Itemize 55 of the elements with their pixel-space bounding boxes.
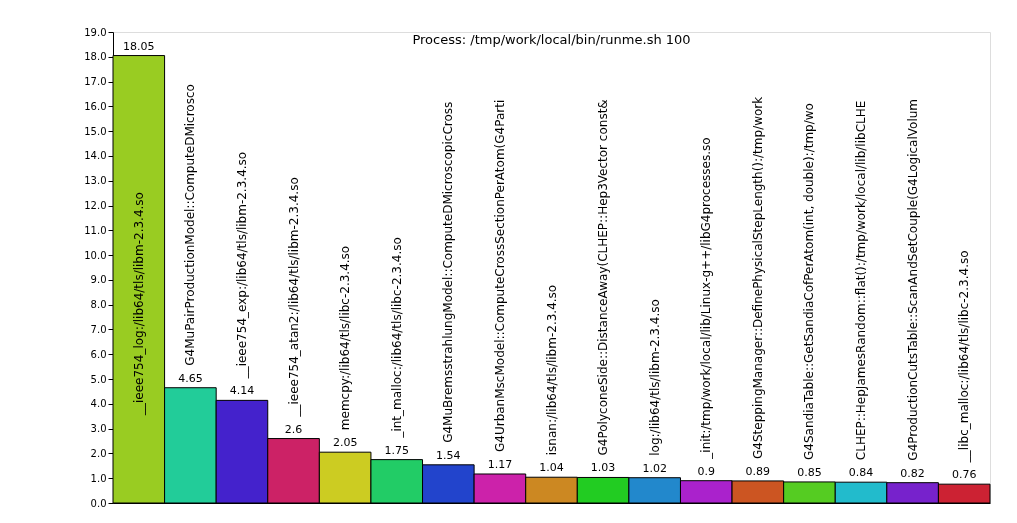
y-tick-label: 14.0 xyxy=(84,150,107,162)
x-tick-label: G4SandiaTable::GetSandiaCofPerAtom(int, double):/tmp/wo xyxy=(802,103,817,460)
y-tick-label: 10.0 xyxy=(84,249,107,261)
data-label: 1.03 xyxy=(590,461,616,475)
y-tick-label: 8.0 xyxy=(90,299,107,311)
x-tick-label: G4SteppingManager::DefinePhysicalStepLength():/tmp/work xyxy=(750,96,765,459)
x-tick-label: _int_malloc:/lib64/tls/libc-2.3.4.so xyxy=(389,237,404,439)
x-tick-label: isnan:/lib64/tls/libm-2.3.4.so xyxy=(544,284,559,456)
y-tick-label: 5.0 xyxy=(90,373,107,385)
y-tick-label: 16.0 xyxy=(84,100,107,112)
y-tick-label: 15.0 xyxy=(84,125,107,137)
x-tick-label: __ieee754_log:/lib64/tls/libm-2.3.4.so xyxy=(131,192,146,416)
data-label: 2.05 xyxy=(332,436,358,450)
data-label: 18.05 xyxy=(123,39,155,53)
x-tick-label: log:/lib64/tls/libm-2.3.4.so xyxy=(647,299,662,456)
x-tick-label: CLHEP::HepJamesRandom::flat():/tmp/work/local/lib/libCLHE xyxy=(854,100,869,461)
y-tick-label: 13.0 xyxy=(84,175,107,187)
data-label: 0.9 xyxy=(697,464,716,478)
data-label: 0.76 xyxy=(951,468,977,482)
x-tick-label: G4MuPairProductionModel::ComputeDMicrosco xyxy=(183,84,198,366)
data-label: 0.82 xyxy=(900,466,925,480)
x-tick-label: G4PolyconeSide::DistanceAway(CLHEP::Hep3Vector const& xyxy=(596,99,611,456)
x-tick-label: __ieee754_atan2:/lib64/tls/libm-2.3.4.so xyxy=(286,177,301,418)
data-label: 4.65 xyxy=(178,371,203,385)
y-tick-label: 7.0 xyxy=(90,323,107,335)
chart-title: Process: /tmp/work/local/bin/runme.sh 100 xyxy=(412,32,691,47)
data-label: 1.75 xyxy=(384,443,409,457)
data-label: 2.6 xyxy=(284,422,303,436)
data-label: 0.85 xyxy=(797,465,822,479)
data-label: 0.89 xyxy=(745,464,771,478)
x-tick-label: G4UrbanMscModel::ComputeCrossSectionPerAtom(G4Parti xyxy=(492,99,507,452)
y-tick-label: 18.0 xyxy=(84,51,107,63)
y-tick-label: 9.0 xyxy=(90,274,107,286)
y-tick-label: 3.0 xyxy=(90,423,107,435)
x-tick-label: _init:/tmp/work/local/lib/Linux-g++/libG4processes.so xyxy=(699,137,714,460)
x-tick-label: memcpy:/lib64/tls/libc-2.3.4.so xyxy=(338,245,353,431)
data-label: 1.54 xyxy=(436,448,461,462)
data-label: 1.04 xyxy=(539,461,564,475)
x-tick-label: G4MuBremsstrahlungModel::ComputeDMicroscopicCross xyxy=(441,101,456,443)
data-label: 1.02 xyxy=(642,461,667,475)
y-tick-label: 0.0 xyxy=(90,497,107,509)
y-tick-label: 6.0 xyxy=(90,348,107,360)
data-label: 1.17 xyxy=(487,458,513,471)
data-label: 0.84 xyxy=(848,466,874,480)
x-tick-label: G4ProductionCutsTable::ScanAndSetCouple(G4LogicalVolum xyxy=(905,98,920,461)
y-tick-label: 17.0 xyxy=(84,76,107,88)
x-tick-label: __libc_malloc:/lib64/tls/libc-2.3.4.so xyxy=(957,250,972,464)
y-tick-label: 2.0 xyxy=(90,447,107,459)
y-tick-label: 11.0 xyxy=(84,224,107,236)
data-label: 4.14 xyxy=(229,384,255,398)
y-tick-label: 19.0 xyxy=(84,26,107,38)
y-tick-label: 4.0 xyxy=(90,398,107,410)
y-tick-label: 1.0 xyxy=(90,472,107,484)
x-tick-label: __ieee754_exp:/lib64/tls/libm-2.3.4.so xyxy=(234,151,249,380)
y-tick-label: 12.0 xyxy=(84,200,107,212)
